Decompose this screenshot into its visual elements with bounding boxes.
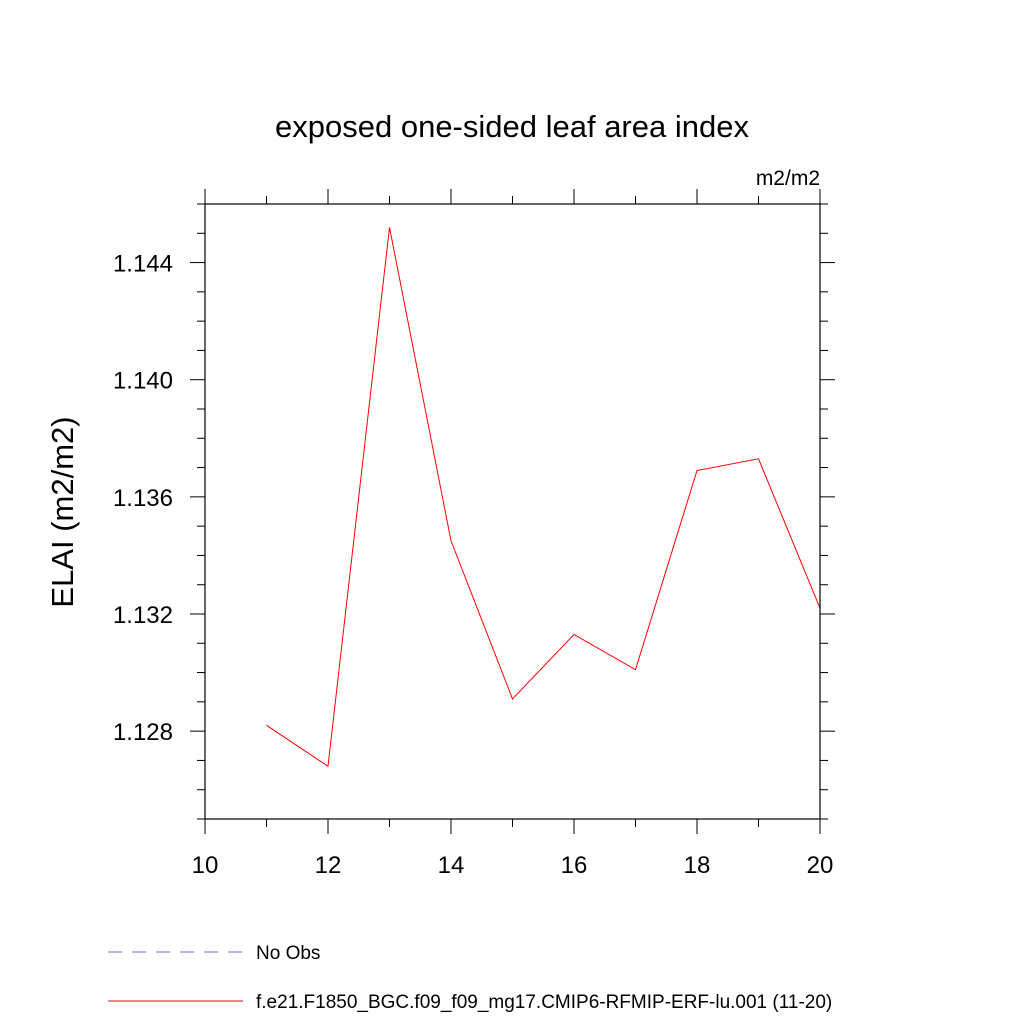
plot-frame: [204, 203, 821, 820]
legend-label-0: No Obs: [256, 943, 320, 964]
series-lines: [266, 227, 821, 768]
y-tick-label: 1.132: [113, 602, 173, 629]
y-tick-label: 1.140: [113, 368, 173, 395]
x-tick-label: 14: [438, 852, 465, 879]
y-tick-label: 1.128: [113, 719, 173, 746]
tick-labels: 10 12 14 16 18 20 1.128 1.132 1.136 1.140 1.144: [113, 251, 833, 879]
series-line-1: [266, 227, 821, 768]
x-tick-label: 16: [561, 852, 588, 879]
x-tick-label: 18: [684, 852, 711, 879]
legend-label-1: f.e21.F1850_BGC.f09_f09_mg17.CMIP6-RFMIP…: [256, 992, 832, 1013]
y-tick-label: 1.136: [113, 485, 173, 512]
y-tick-label: 1.144: [113, 251, 173, 278]
y-axis-label: ELAI (m2/m2): [45, 416, 80, 607]
axis-ticks: [190, 189, 835, 834]
x-tick-label: 20: [807, 852, 834, 879]
x-tick-label: 12: [315, 852, 342, 879]
legend: No Obs f.e21.F1850_BGC.f09_f09_mg17.CMIP6…: [108, 943, 832, 1013]
units-label: m2/m2: [756, 167, 820, 190]
x-tick-label: 10: [192, 852, 219, 879]
chart-title: exposed one-sided leaf area index: [275, 109, 749, 144]
